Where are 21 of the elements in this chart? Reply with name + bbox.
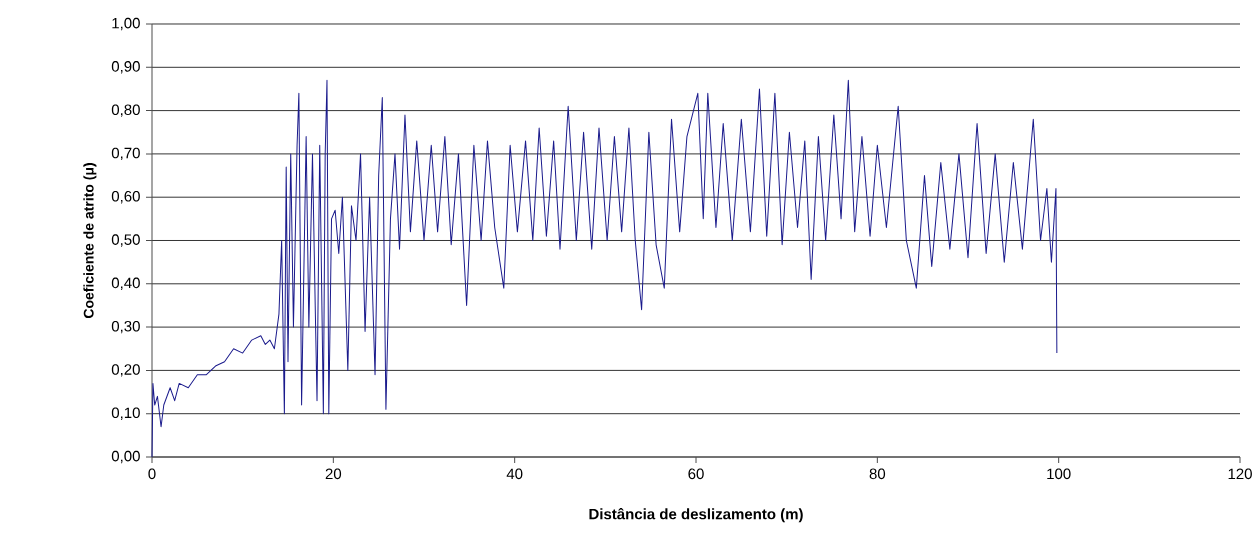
x-tick-label: 80 [869, 468, 886, 480]
y-tick-label: 1,00 [112, 17, 140, 31]
y-tick-label: 0,40 [111, 277, 140, 290]
y-tick-label: 0,30 [111, 320, 140, 334]
y-tick-label: 0,20 [111, 364, 140, 377]
x-tick-label: 0 [148, 468, 156, 480]
y-tick-label: 0,00 [111, 450, 140, 464]
y-tick-label: 0,70 [111, 147, 140, 161]
x-tick-label: 20 [325, 468, 342, 480]
y-tick-label: 0,60 [111, 191, 140, 204]
y-axis-title: Coeficiente de atrito (μ) [83, 163, 97, 319]
y-tick-label: 0,80 [111, 104, 140, 117]
y-tick-label: 0,10 [111, 407, 140, 420]
y-tick-label: 0,50 [111, 234, 140, 247]
line-series [151, 79, 1058, 458]
x-tick-label: 100 [1047, 468, 1071, 480]
x-tick-label: 120 [1228, 468, 1252, 480]
x-tick-label: 40 [506, 468, 523, 480]
x-axis-title: Distância de deslizamento (m) [589, 508, 803, 523]
x-tick-label: 60 [688, 468, 704, 480]
y-tick-label: 0,90 [111, 61, 140, 74]
